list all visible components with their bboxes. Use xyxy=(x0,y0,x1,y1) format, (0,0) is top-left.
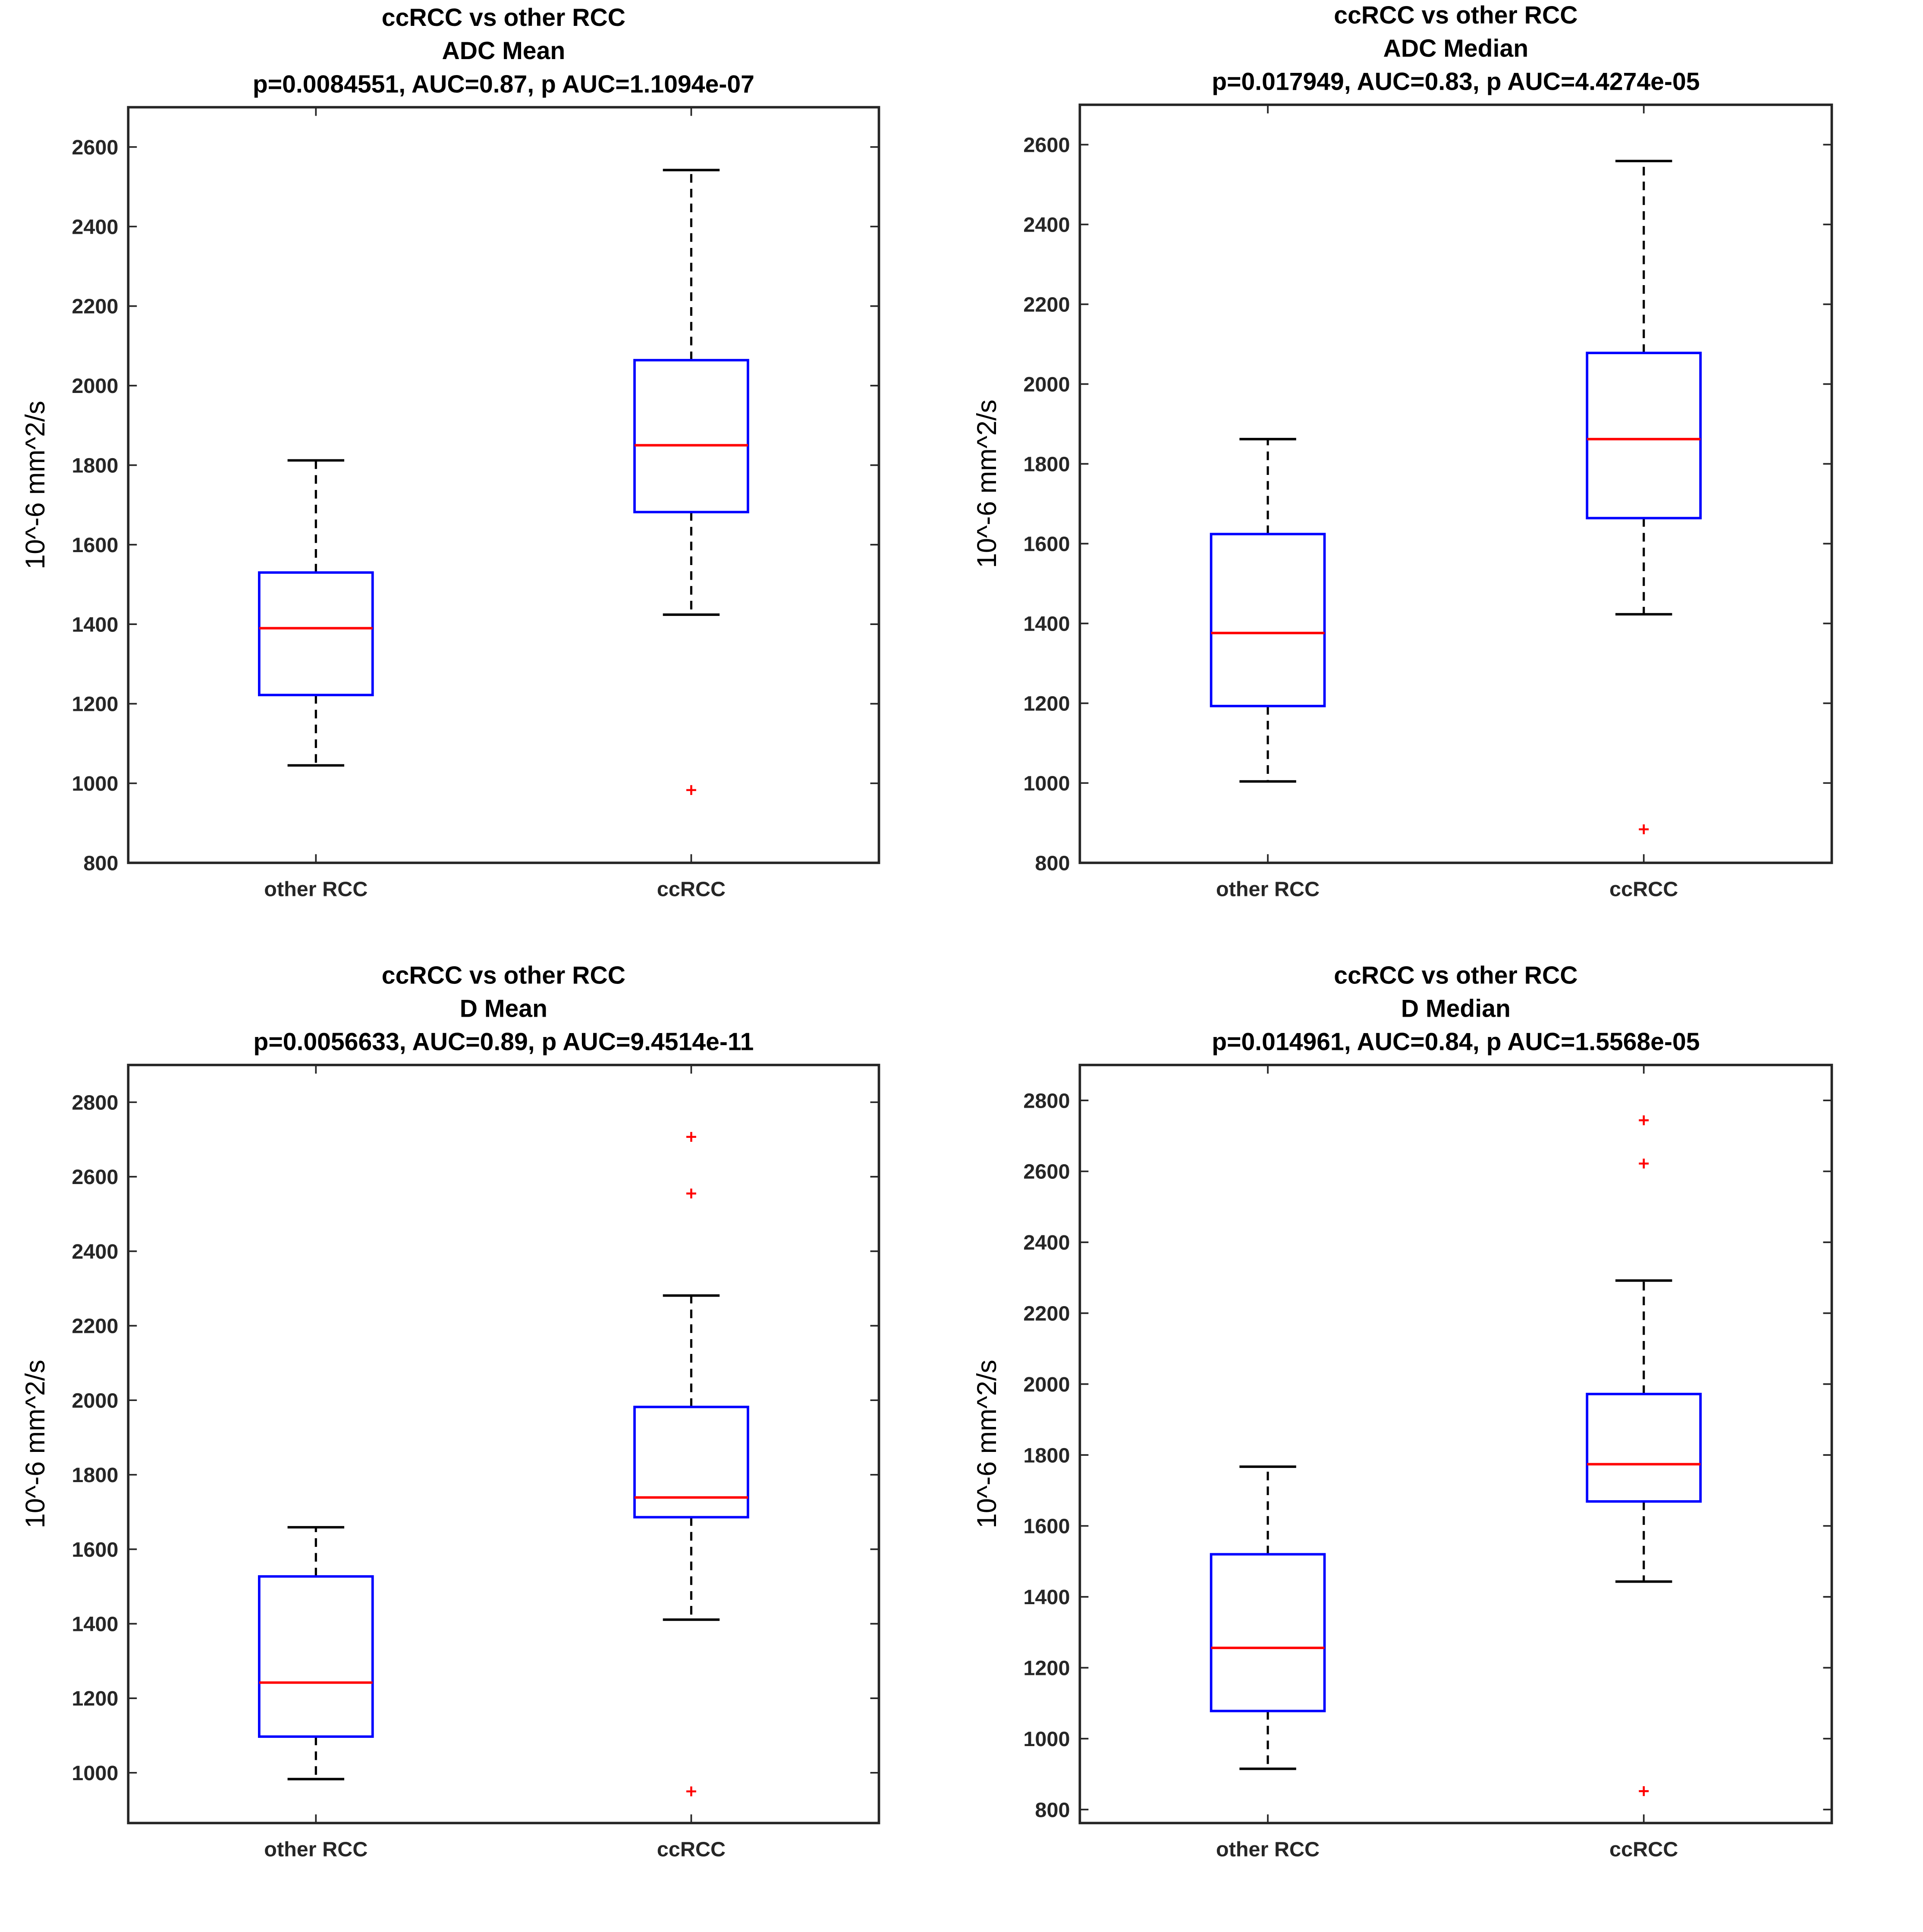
outlier-marker xyxy=(686,1786,696,1797)
box-iqr xyxy=(1210,533,1326,707)
y-axis-label: 10^-6 mm^2/s xyxy=(20,401,50,569)
y-tick-label: 2400 xyxy=(1023,214,1070,237)
y-tick-label: 1600 xyxy=(72,534,118,557)
boxplot-panel-1: ccRCC vs other RCC ADC Mean p=0.0084551, A… xyxy=(20,4,880,901)
x-tick-label: ccRCC xyxy=(1609,877,1678,901)
y-tick-label: 1200 xyxy=(72,1687,118,1710)
y-tick-label: 2200 xyxy=(72,295,118,318)
outlier-marker xyxy=(1639,1159,1649,1169)
boxplot-panel-4: ccRCC vs other RCC D Median p=0.014961, AU… xyxy=(972,961,1833,1861)
x-tick-label: ccRCC xyxy=(657,1838,726,1861)
y-tick-label: 1400 xyxy=(1023,612,1070,635)
y-tick-label: 2000 xyxy=(1023,1373,1070,1396)
axes-frame xyxy=(127,1064,880,1825)
y-tick-label: 2200 xyxy=(1023,293,1070,317)
chart-title-line: ccRCC vs other RCC xyxy=(1334,961,1577,989)
axes-frame xyxy=(1078,1064,1833,1825)
y-tick-label: 2600 xyxy=(72,1165,118,1189)
y-tick-label: 2200 xyxy=(1023,1302,1070,1326)
y-tick-label: 2000 xyxy=(1023,373,1070,396)
chart-title-line: ccRCC vs other RCC xyxy=(1334,1,1577,29)
chart-title-line: D Mean xyxy=(460,995,547,1023)
y-tick-label: 2800 xyxy=(1023,1089,1070,1112)
box-iqr xyxy=(633,359,749,514)
box-iqr xyxy=(633,1405,749,1519)
box-iqr xyxy=(258,1575,374,1738)
box-iqr xyxy=(1210,1553,1326,1712)
y-tick-label: 2400 xyxy=(1023,1231,1070,1254)
y-tick-label: 1200 xyxy=(1023,1657,1070,1680)
x-tick-label: other RCC xyxy=(264,877,368,901)
chart-title-line: ccRCC vs other RCC xyxy=(382,961,625,989)
y-tick-label: 2200 xyxy=(72,1315,118,1338)
y-tick-label: 1800 xyxy=(1023,453,1070,476)
y-tick-label: 1600 xyxy=(72,1538,118,1561)
axes-frame xyxy=(127,106,880,864)
outlier-marker xyxy=(686,1132,696,1142)
chart-title-line: ADC Median xyxy=(1383,35,1529,62)
y-axis-label: 10^-6 mm^2/s xyxy=(972,1360,1002,1528)
x-tick-label: ccRCC xyxy=(1609,1838,1678,1861)
box-iqr xyxy=(1586,1392,1702,1503)
axes-frame xyxy=(1078,104,1833,864)
outlier-marker xyxy=(1639,824,1649,835)
chart-title-line: p=0.017949, AUC=0.83, p AUC=4.4274e-05 xyxy=(1212,68,1700,96)
y-axis-label: 10^-6 mm^2/s xyxy=(972,399,1002,568)
y-tick-label: 2000 xyxy=(72,1389,118,1412)
y-tick-label: 1600 xyxy=(1023,1515,1070,1538)
chart-title-line: ADC Mean xyxy=(442,37,566,65)
y-tick-label: 2400 xyxy=(72,215,118,239)
x-tick-label: other RCC xyxy=(264,1838,368,1861)
y-tick-label: 1800 xyxy=(72,454,118,478)
y-tick-label: 2400 xyxy=(72,1240,118,1263)
x-tick-label: other RCC xyxy=(1216,877,1320,901)
outlier-marker xyxy=(1639,1115,1649,1125)
y-tick-label: 800 xyxy=(83,851,118,875)
y-tick-label: 800 xyxy=(1035,1798,1070,1822)
boxplot-panel-2: ccRCC vs other RCC ADC Median p=0.017949, … xyxy=(972,1,1833,901)
y-tick-label: 1400 xyxy=(72,1613,118,1636)
y-tick-label: 1000 xyxy=(72,1762,118,1785)
y-tick-label: 1000 xyxy=(1023,772,1070,795)
y-tick-label: 1400 xyxy=(72,613,118,636)
y-tick-label: 800 xyxy=(1035,851,1070,875)
chart-title-line: D Median xyxy=(1401,995,1511,1023)
y-tick-label: 1000 xyxy=(1023,1728,1070,1751)
boxplot-panel-3: ccRCC vs other RCC D Mean p=0.0056633, AUC… xyxy=(20,961,880,1861)
y-tick-label: 2600 xyxy=(1023,134,1070,157)
y-axis-label: 10^-6 mm^2/s xyxy=(20,1360,50,1528)
outlier-marker xyxy=(686,1188,696,1199)
y-tick-label: 1800 xyxy=(72,1464,118,1487)
y-tick-label: 1200 xyxy=(1023,692,1070,715)
box-iqr xyxy=(1586,352,1702,520)
box-iqr xyxy=(258,571,374,697)
y-tick-label: 1600 xyxy=(1023,532,1070,556)
outlier-marker xyxy=(686,785,696,795)
chart-title-line: p=0.014961, AUC=0.84, p AUC=1.5568e-05 xyxy=(1212,1028,1700,1056)
y-tick-label: 2800 xyxy=(72,1091,118,1114)
chart-title-line: p=0.0084551, AUC=0.87, p AUC=1.1094e-07 xyxy=(253,70,754,98)
y-tick-label: 2600 xyxy=(1023,1160,1070,1184)
chart-title-line: p=0.0056633, AUC=0.89, p AUC=9.4514e-11 xyxy=(253,1028,754,1056)
y-tick-label: 1200 xyxy=(72,693,118,716)
outlier-marker xyxy=(1639,1786,1649,1796)
x-tick-label: other RCC xyxy=(1216,1838,1320,1861)
y-tick-label: 2600 xyxy=(72,136,118,159)
y-tick-label: 1000 xyxy=(72,772,118,795)
y-tick-label: 2000 xyxy=(72,374,118,398)
x-tick-label: ccRCC xyxy=(657,877,726,901)
y-tick-label: 1800 xyxy=(1023,1444,1070,1467)
y-tick-label: 1400 xyxy=(1023,1586,1070,1609)
chart-title-line: ccRCC vs other RCC xyxy=(382,4,625,31)
